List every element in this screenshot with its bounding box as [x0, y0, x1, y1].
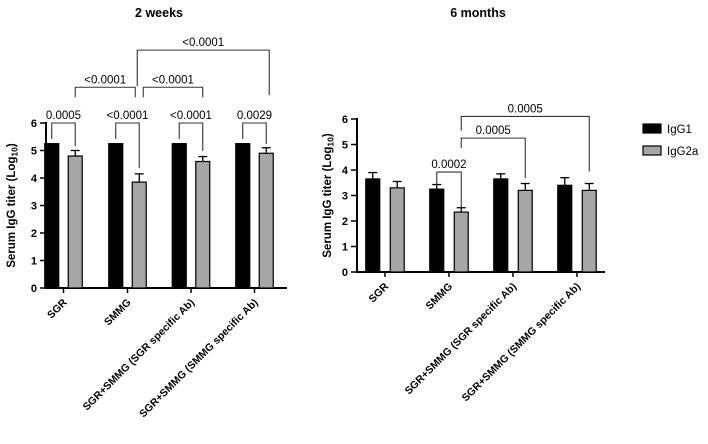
- x-category-label: SMMG: [424, 281, 456, 313]
- x-category-label: SGR+SMMG (SGR specific Ab): [403, 281, 520, 398]
- y-axis-title-subscript: 10: [10, 147, 20, 157]
- y-tick-label: 5: [31, 146, 37, 158]
- legend-swatch-igg2a: [642, 145, 662, 156]
- legend-swatch-igg1: [642, 123, 662, 134]
- chart-title: 6 months: [450, 6, 506, 20]
- bar-igg2a-group3: [258, 152, 274, 289]
- chart-0: 2 weeks 0 1 2 3 4 5 6 Serum IgG titer (Log10) SGR…: [6, 6, 287, 420]
- bar-igg1-group2: [171, 143, 187, 289]
- significance-bracket: [136, 49, 270, 96]
- p-value-label: 0.0002: [431, 159, 466, 171]
- y-axis-title-close: ): [6, 143, 18, 147]
- y-tick-label: 2: [31, 228, 37, 240]
- significance-bracket: [178, 122, 204, 151]
- x-category-label: SMMG: [102, 297, 134, 329]
- y-tick-label: 6: [342, 114, 348, 126]
- p-value-label: <0.0001: [84, 74, 126, 86]
- x-category-label: SGR: [367, 280, 392, 305]
- y-axis-title-subscript: 10: [326, 137, 336, 147]
- significance-bracket: [436, 171, 462, 208]
- bar-igg1-group1: [108, 143, 124, 289]
- bar-igg2a-group2: [195, 160, 211, 289]
- y-tick-label: 3: [31, 201, 37, 213]
- p-value-label: <0.0001: [152, 74, 194, 86]
- y-axis-title-main: Serum IgG titer (Log: [6, 157, 18, 268]
- chart-title: 2 weeks: [135, 6, 183, 20]
- y-tick-label: 1: [342, 242, 348, 254]
- x-category-label: SGR: [45, 296, 70, 321]
- y-tick-label: 3: [342, 191, 348, 203]
- bar-igg1-group3: [557, 184, 573, 273]
- y-tick-label: 6: [31, 118, 37, 130]
- significance-bracket: [460, 115, 590, 172]
- p-value-label: <0.0001: [182, 37, 224, 49]
- p-value-label: 0.0005: [508, 103, 543, 115]
- p-value-label: <0.0001: [170, 110, 212, 122]
- legend-label: IgG1: [667, 124, 692, 136]
- bar-igg1-group1: [429, 188, 445, 273]
- y-axis-title: Serum IgG titer (Log10): [322, 133, 336, 258]
- x-category-label: SGR+SMMG (SMMG specific Ab): [460, 281, 584, 405]
- x-category-label: SGR+SMMG (SGR specific Ab): [81, 297, 198, 414]
- significance-bracket: [142, 86, 204, 98]
- y-axis-title-close: ): [322, 133, 334, 137]
- bar-igg2a-group1: [453, 211, 469, 273]
- p-value-label: <0.0001: [107, 110, 149, 122]
- p-value-label: 0.0005: [476, 125, 511, 137]
- bar-igg1-group2: [493, 178, 509, 273]
- y-tick-label: 4: [31, 173, 38, 185]
- p-value-label: 0.0029: [237, 110, 272, 122]
- y-tick-label: 4: [342, 165, 349, 177]
- bar-igg2a-group2: [517, 189, 533, 273]
- bar-igg2a-group1: [131, 181, 147, 289]
- significance-bracket: [74, 86, 136, 98]
- bar-igg1-group0: [44, 143, 60, 289]
- significance-bracket: [460, 137, 526, 179]
- legend-label: IgG2a: [667, 146, 699, 158]
- y-tick-label: 0: [342, 267, 348, 279]
- y-tick-label: 0: [31, 283, 37, 295]
- x-category-label: SGR+SMMG (SMMG specific Ab): [137, 297, 261, 421]
- y-tick-label: 2: [342, 216, 348, 228]
- bar-igg2a-group0: [389, 187, 405, 273]
- y-axis-title-main: Serum IgG titer (Log: [322, 147, 334, 258]
- significance-bracket: [51, 122, 76, 146]
- bar-igg2a-group0: [67, 155, 83, 289]
- y-tick-label: 1: [31, 256, 37, 268]
- legend: IgG1 IgG2a: [642, 123, 699, 158]
- p-value-label: 0.0005: [46, 110, 81, 122]
- y-axis-title: Serum IgG titer (Log10): [6, 143, 20, 268]
- chart-1: 6 months 0 1 2 3 4 5 6 Serum IgG titer (Log10) SG…: [322, 6, 605, 404]
- bar-igg1-group3: [235, 143, 251, 289]
- bar-igg2a-group3: [581, 189, 597, 273]
- bar-igg1-group0: [365, 178, 381, 273]
- significance-bracket: [242, 122, 267, 144]
- significance-bracket: [115, 122, 140, 168]
- y-tick-label: 5: [342, 140, 348, 152]
